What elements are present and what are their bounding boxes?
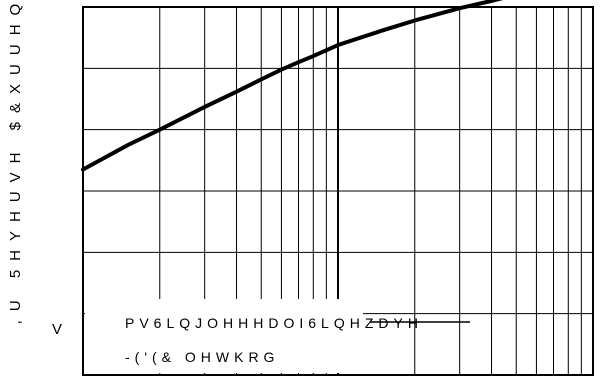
legend-line-2: -('(& OHWKRG xyxy=(125,349,279,365)
plot-frame xyxy=(82,6,594,376)
y-axis-label: ,U 5HYHUVH $&XUUHQW xyxy=(7,0,24,324)
y-axis-unit-label: V xyxy=(52,321,62,338)
series-group xyxy=(81,0,504,172)
legend-box xyxy=(85,299,363,373)
legend-line-1: PV6LQJOHHHDOI6LQHZDYH xyxy=(125,315,423,331)
series-line-0 xyxy=(81,0,504,172)
